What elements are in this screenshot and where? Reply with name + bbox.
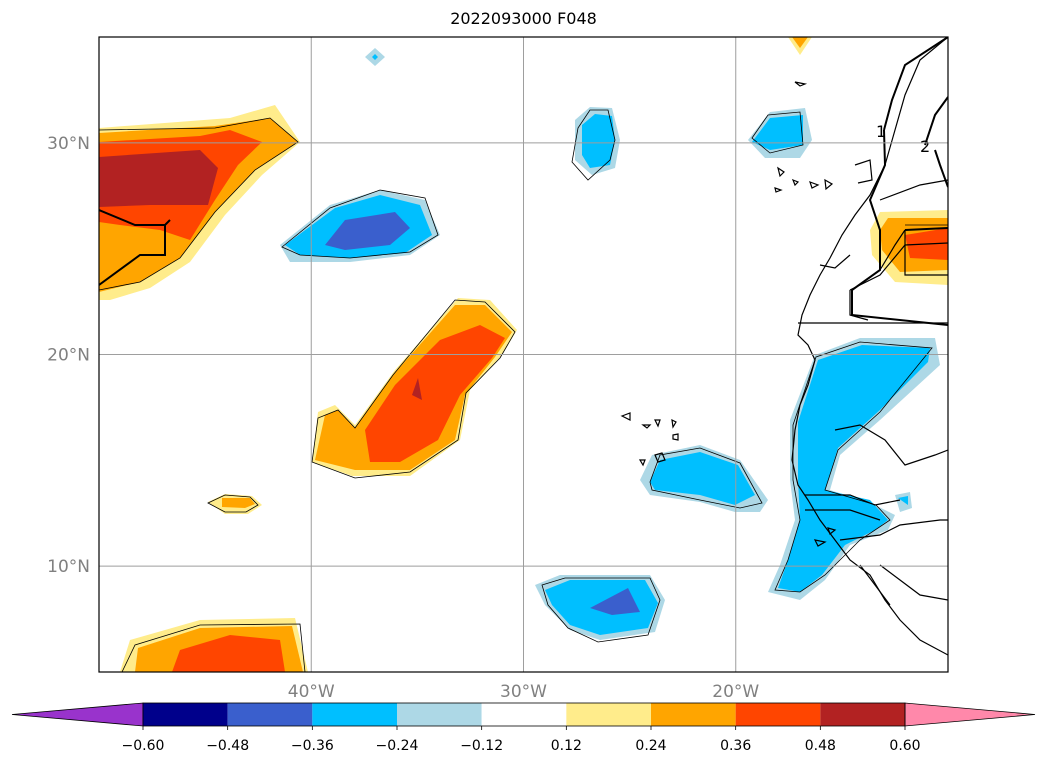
lon-tick-label: 30°W (500, 682, 547, 702)
colorbar-tick-label: −0.36 (291, 738, 334, 754)
colorbar-extend-low (11, 702, 144, 727)
colorbar-frame (142, 702, 906, 727)
map-frame (98, 36, 949, 673)
colorbar-labels: −0.60 −0.48 −0.36 −0.24 −0.12 0.12 0.24 0.36 0.4… (122, 726, 921, 754)
negative-anomaly-south (535, 575, 665, 640)
colorbar-tick-label: 0.48 (805, 738, 836, 754)
positive-anomaly-central (312, 298, 517, 476)
negative-anomaly-north (575, 107, 812, 175)
field-contours (99, 37, 948, 672)
isoline-label-1: 1 (876, 122, 886, 141)
positive-anomaly-northwest (99, 105, 300, 300)
colorbar-bin (397, 703, 482, 726)
isolines (99, 37, 948, 326)
colorbar-tick-label: −0.24 (376, 738, 419, 754)
colorbar-extend-high (904, 702, 1036, 727)
positive-anomaly-south (120, 618, 308, 672)
colorbar-bin (143, 703, 228, 726)
colorbar-bin (566, 703, 651, 726)
lat-tick-label: 30°N (47, 134, 90, 154)
longitude-labels: 40°W 30°W 20°W (288, 682, 760, 702)
lat-tick-label: 20°N (47, 346, 90, 366)
colorbar-bin (481, 703, 567, 726)
isoline-label-2: 2 (920, 137, 930, 156)
colorbar-tick-label: −0.48 (206, 738, 249, 754)
colorbar-tick-label: 0.36 (720, 738, 751, 754)
lon-tick-label: 20°W (712, 682, 759, 702)
positive-anomaly-small (208, 494, 262, 514)
colorbar-bin (820, 703, 905, 726)
colorbar-tick-label: 0.60 (889, 738, 920, 754)
coastlines (620, 37, 948, 656)
contour-outlines (99, 109, 948, 672)
colorbar-bin (227, 703, 313, 726)
lat-tick-label: 10°N (47, 557, 90, 577)
colorbar-bin (312, 703, 397, 726)
gridlines (99, 37, 948, 672)
latitude-labels: 30°N 20°N 10°N (47, 134, 90, 577)
negative-anomaly-africa (768, 338, 940, 600)
colorbar-tick-label: 0.12 (551, 738, 582, 754)
colorbar-tick-label: −0.60 (122, 738, 165, 754)
colorbar-tick-label: 0.24 (635, 738, 666, 754)
colorbar (11, 702, 1036, 727)
colorbar-bin (735, 703, 821, 726)
negative-anomaly-west (280, 190, 440, 262)
colorbar-bin (651, 703, 736, 726)
lon-tick-label: 40°W (288, 682, 335, 702)
map-title: 2022093000 F048 (450, 9, 597, 28)
isoline-labels: 1 2 (876, 122, 930, 156)
colorbar-tick-label: −0.12 (460, 738, 503, 754)
